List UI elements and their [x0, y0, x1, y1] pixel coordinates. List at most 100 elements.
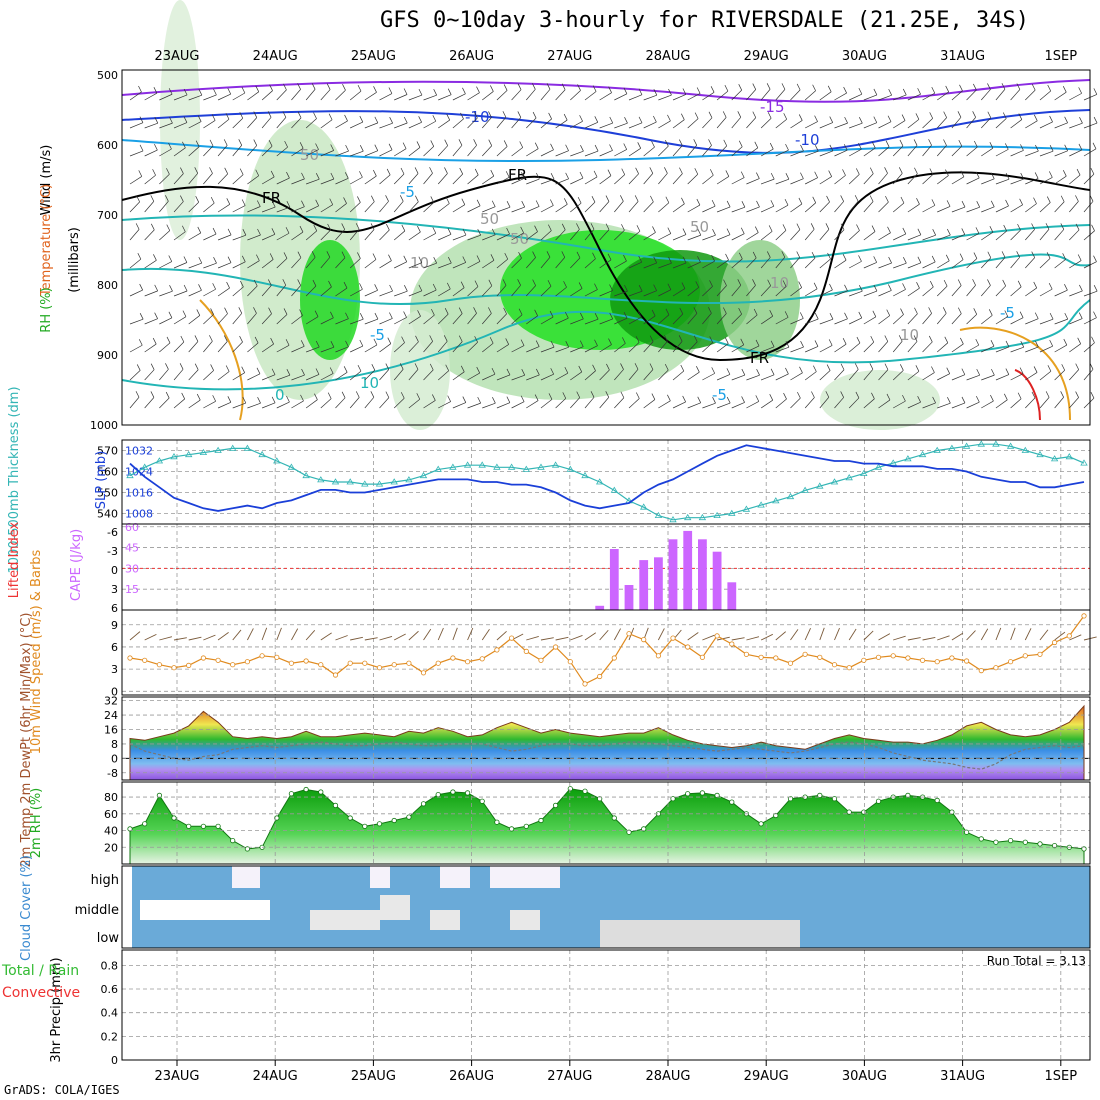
wind-barb-flag	[387, 337, 392, 344]
wind-barb	[834, 229, 845, 241]
wind-barb	[379, 397, 390, 409]
surface-wind-barb	[863, 630, 874, 641]
y-tick-label: 1008	[125, 508, 153, 521]
thickness-point	[170, 453, 178, 460]
wind-barb	[981, 231, 994, 241]
rh-shade	[160, 0, 200, 240]
wind-barb-flag	[458, 307, 463, 314]
wind-barb-flag	[665, 140, 669, 147]
y-tick-label: 60	[125, 521, 139, 534]
wind-barb-flag	[1033, 281, 1038, 289]
wind-speed-point	[406, 660, 412, 666]
wind-barb-flag	[767, 112, 772, 119]
wind-barb	[144, 149, 158, 157]
wind-barb	[1039, 90, 1051, 101]
wind-barb-flag	[900, 308, 904, 315]
wind-barb	[438, 119, 450, 129]
wind-barb	[335, 120, 348, 129]
thickness-point	[772, 497, 780, 504]
wind-speed-point	[1037, 651, 1043, 657]
surface-wind-barb	[232, 629, 242, 641]
wind-barb-flag	[590, 223, 595, 230]
wind-barb-flag	[579, 171, 584, 179]
cloud-level-label: low	[97, 931, 120, 946]
wind-barb-flag	[653, 115, 657, 123]
wind-barb-flag	[991, 368, 995, 376]
wind-barb-flag	[521, 172, 525, 179]
wind-barb	[878, 315, 890, 325]
thickness-point	[918, 450, 927, 458]
wind-barb	[731, 374, 745, 381]
wind-barb-flag	[355, 223, 360, 230]
rh-point	[773, 812, 779, 819]
wind-barb-flag	[135, 391, 140, 398]
wind-barb	[276, 89, 287, 101]
wind-barb-flag	[740, 227, 745, 234]
wind-speed-point	[420, 670, 427, 676]
y-tick-label: 540	[97, 508, 118, 521]
wind-barb-flag	[624, 117, 628, 124]
wind-barb-flag	[154, 312, 158, 319]
wind-barb-flag	[1031, 83, 1036, 91]
wind-barb-flag	[725, 253, 729, 261]
wind-barb-flag	[315, 368, 320, 375]
surface-wind-barb	[613, 628, 621, 641]
wind-barb-flag	[1093, 285, 1098, 292]
wind-barb	[643, 232, 656, 241]
wind-barb	[599, 201, 610, 213]
wind-barb	[892, 173, 903, 185]
wind-barb	[481, 285, 493, 297]
wind-barb-flag	[767, 279, 771, 286]
surface-wind-barb	[320, 632, 332, 641]
wind-barb	[188, 399, 201, 409]
rh-point	[993, 839, 999, 845]
wind-barb	[790, 346, 804, 353]
wind-barb	[467, 117, 478, 129]
wind-barb	[393, 173, 405, 185]
wind-barb-flag	[972, 279, 976, 286]
wind-barb-flag	[1078, 143, 1083, 151]
wind-barb	[1054, 201, 1065, 213]
thickness-point	[669, 516, 677, 523]
wind-barb-flag	[1078, 312, 1083, 319]
wind-barb	[760, 118, 772, 129]
wind-barb-flag	[194, 363, 199, 370]
wind-barb-flag	[696, 87, 701, 94]
wind-barb	[570, 229, 580, 241]
wind-barb	[408, 262, 422, 269]
wind-barb-flag	[828, 339, 833, 346]
wind-barb	[980, 89, 991, 101]
wind-barb	[467, 234, 481, 241]
wind-barb-flag	[723, 139, 728, 147]
wind-barb	[247, 117, 258, 129]
wind-barb-flag	[477, 396, 482, 404]
wind-barb-flag	[546, 251, 551, 258]
contour-label: 10	[900, 326, 919, 344]
wind-barb	[805, 150, 819, 157]
wind-barb	[173, 147, 186, 157]
wind-barb	[203, 314, 214, 325]
wind-barb	[981, 345, 995, 353]
thickness-point	[566, 465, 575, 472]
wind-barb	[335, 287, 348, 297]
wind-speed-point	[508, 635, 515, 641]
wind-barb-flag	[814, 340, 819, 347]
wind-barb	[349, 90, 362, 101]
wind-barb	[129, 258, 142, 269]
wind-barb-flag	[916, 282, 920, 289]
wind-barb	[834, 259, 847, 269]
wind-barb-flag	[286, 201, 291, 208]
wind-barb	[379, 260, 392, 269]
wind-barb	[878, 232, 891, 241]
wind-barb-flag	[550, 143, 554, 150]
surface-wind-barb	[335, 635, 348, 641]
wind-barb	[907, 119, 920, 129]
surface-wind-barb	[526, 636, 539, 641]
wind-barb	[1039, 258, 1051, 269]
wind-barb-flag	[1049, 145, 1054, 152]
wind-barb	[790, 229, 801, 241]
wind-barb-flag	[209, 335, 213, 342]
wind-barb-flag	[312, 279, 317, 287]
cloud-gap	[370, 866, 390, 888]
